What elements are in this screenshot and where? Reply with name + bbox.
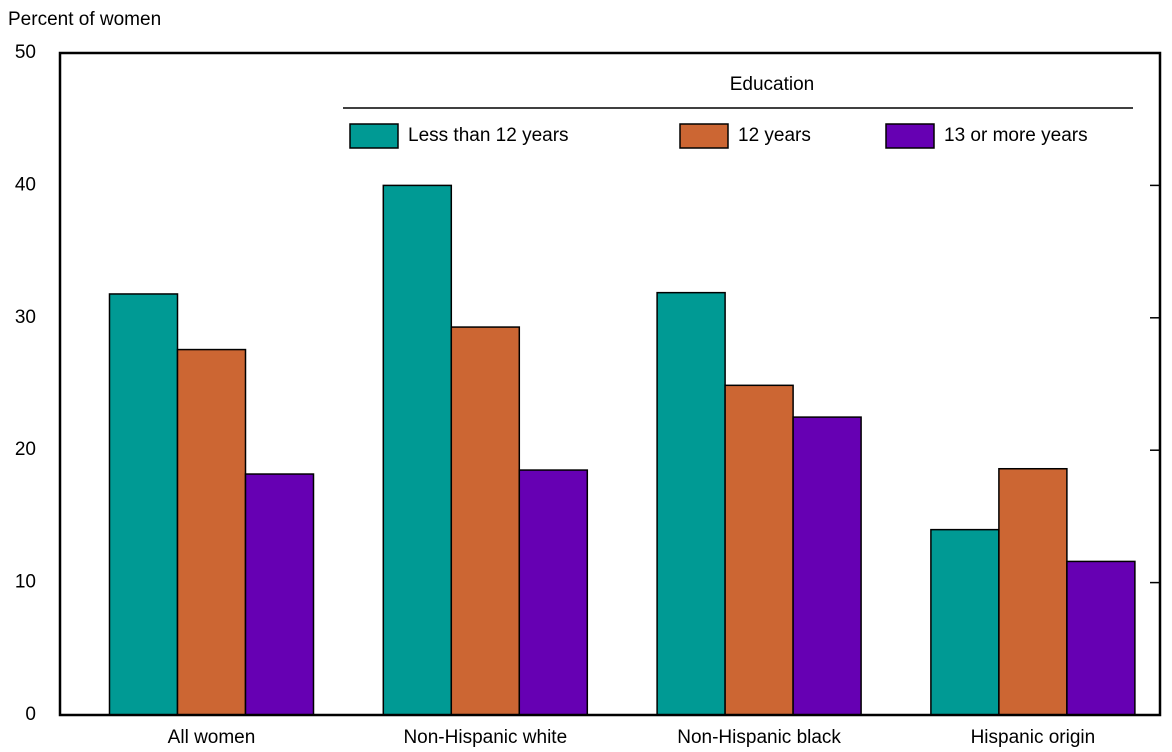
bar: [792, 416, 862, 716]
legend-swatch: [349, 123, 399, 149]
bar: [244, 473, 315, 716]
y-tick-label: 20: [15, 439, 36, 460]
y-tick-label: 30: [15, 307, 36, 328]
y-tick-label: 40: [15, 174, 36, 195]
legend-label: 12 years: [738, 125, 811, 146]
x-tick-label: Hispanic origin: [971, 727, 1096, 748]
x-tick-label: All women: [168, 727, 256, 748]
x-tick-label: Non-Hispanic white: [403, 727, 567, 748]
bar: [998, 467, 1068, 716]
y-axis-label: Percent of women: [8, 9, 161, 30]
bar: [930, 528, 1000, 716]
legend-title: Education: [730, 74, 815, 95]
bar: [108, 293, 179, 716]
bar: [382, 184, 453, 716]
x-tick-label: Non-Hispanic black: [677, 727, 841, 748]
legend-swatch: [679, 123, 729, 149]
y-tick-label: 10: [15, 572, 36, 593]
bar: [176, 348, 247, 716]
bar: [656, 291, 726, 716]
bar: [518, 469, 589, 716]
y-tick-label: 50: [15, 42, 36, 63]
bar: [724, 384, 794, 716]
plot-frame: [58, 51, 1162, 717]
legend-label: Less than 12 years: [408, 125, 569, 146]
legend-label: 13 or more years: [944, 125, 1088, 146]
y-tick-label: 0: [25, 704, 36, 725]
bar: [450, 326, 521, 716]
legend-swatch: [885, 123, 935, 149]
bar: [1066, 560, 1136, 716]
